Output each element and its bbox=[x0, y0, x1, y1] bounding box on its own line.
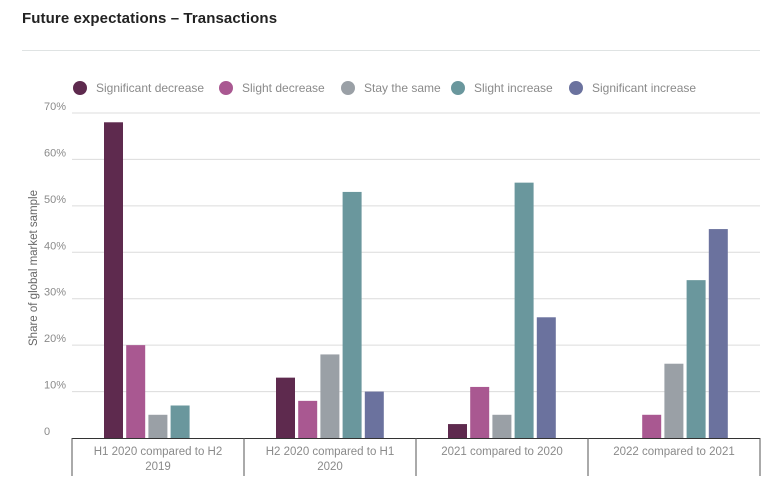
legend-swatch-3 bbox=[451, 81, 465, 95]
chart-title: Future expectations – Transactions bbox=[22, 10, 278, 27]
bar-slight-increase-1 bbox=[342, 191, 362, 438]
bar-stay-the-same-1 bbox=[320, 354, 340, 438]
y-tick-label: 10% bbox=[44, 380, 66, 392]
x-category-label: 2019 bbox=[145, 461, 171, 473]
bar-significant-decrease-0 bbox=[104, 122, 123, 439]
bar-significant-increase-3 bbox=[708, 229, 728, 438]
legend: Significant decrease Slight decrease Stay … bbox=[73, 81, 696, 95]
legend-swatch-0 bbox=[73, 81, 87, 95]
legend-swatch-2 bbox=[341, 81, 355, 95]
y-tick-label: 30% bbox=[44, 287, 66, 299]
y-tick-label: 20% bbox=[44, 333, 66, 345]
legend-swatch-1 bbox=[219, 81, 233, 95]
legend-swatch-4 bbox=[569, 81, 583, 95]
legend-label-1: Slight decrease bbox=[242, 81, 325, 95]
bar-significant-decrease-1 bbox=[276, 377, 295, 438]
bar-significant-increase-2 bbox=[536, 317, 556, 438]
x-category-label: 2020 bbox=[317, 461, 343, 473]
x-category-label: H1 2020 compared to H2 bbox=[94, 446, 223, 458]
bar-slight-decrease-1 bbox=[298, 400, 318, 438]
bar-slight-increase-2 bbox=[514, 182, 534, 438]
legend-label-4: Significant increase bbox=[592, 81, 696, 95]
y-tick-label: 40% bbox=[44, 240, 66, 252]
bar-significant-decrease-2 bbox=[448, 424, 467, 438]
bar-slight-decrease-2 bbox=[470, 386, 490, 438]
title-divider bbox=[22, 50, 760, 51]
bar-stay-the-same-3 bbox=[664, 363, 684, 438]
bar-slight-increase-0 bbox=[170, 405, 190, 438]
x-category-label: 2022 compared to 2021 bbox=[613, 446, 734, 458]
y-tick-label: 50% bbox=[44, 194, 66, 206]
bars bbox=[104, 122, 728, 439]
legend-label-0: Significant decrease bbox=[96, 81, 204, 95]
x-category-label: 2021 compared to 2020 bbox=[441, 446, 562, 458]
y-axis-ticks: 0 10% 20% 30% 40% 50% 60% 70% bbox=[44, 101, 66, 438]
x-category-label: H2 2020 compared to H1 bbox=[266, 446, 395, 458]
bar-slight-increase-3 bbox=[686, 280, 706, 438]
bar-significant-increase-1 bbox=[364, 391, 384, 438]
x-axis: H1 2020 compared to H2 2019 H2 2020 compar… bbox=[71, 438, 761, 476]
y-tick-label: 70% bbox=[44, 101, 66, 113]
bar-slight-decrease-3 bbox=[642, 414, 662, 438]
y-tick-label: 0 bbox=[44, 426, 50, 438]
bar-stay-the-same-0 bbox=[148, 414, 168, 438]
y-axis-label: Share of global market sample bbox=[28, 190, 40, 346]
legend-label-3: Slight increase bbox=[474, 81, 553, 95]
bar-slight-decrease-0 bbox=[126, 345, 146, 438]
gridlines bbox=[72, 112, 760, 393]
y-tick-label: 60% bbox=[44, 147, 66, 159]
legend-label-2: Stay the same bbox=[364, 81, 441, 95]
bar-stay-the-same-2 bbox=[492, 414, 512, 438]
